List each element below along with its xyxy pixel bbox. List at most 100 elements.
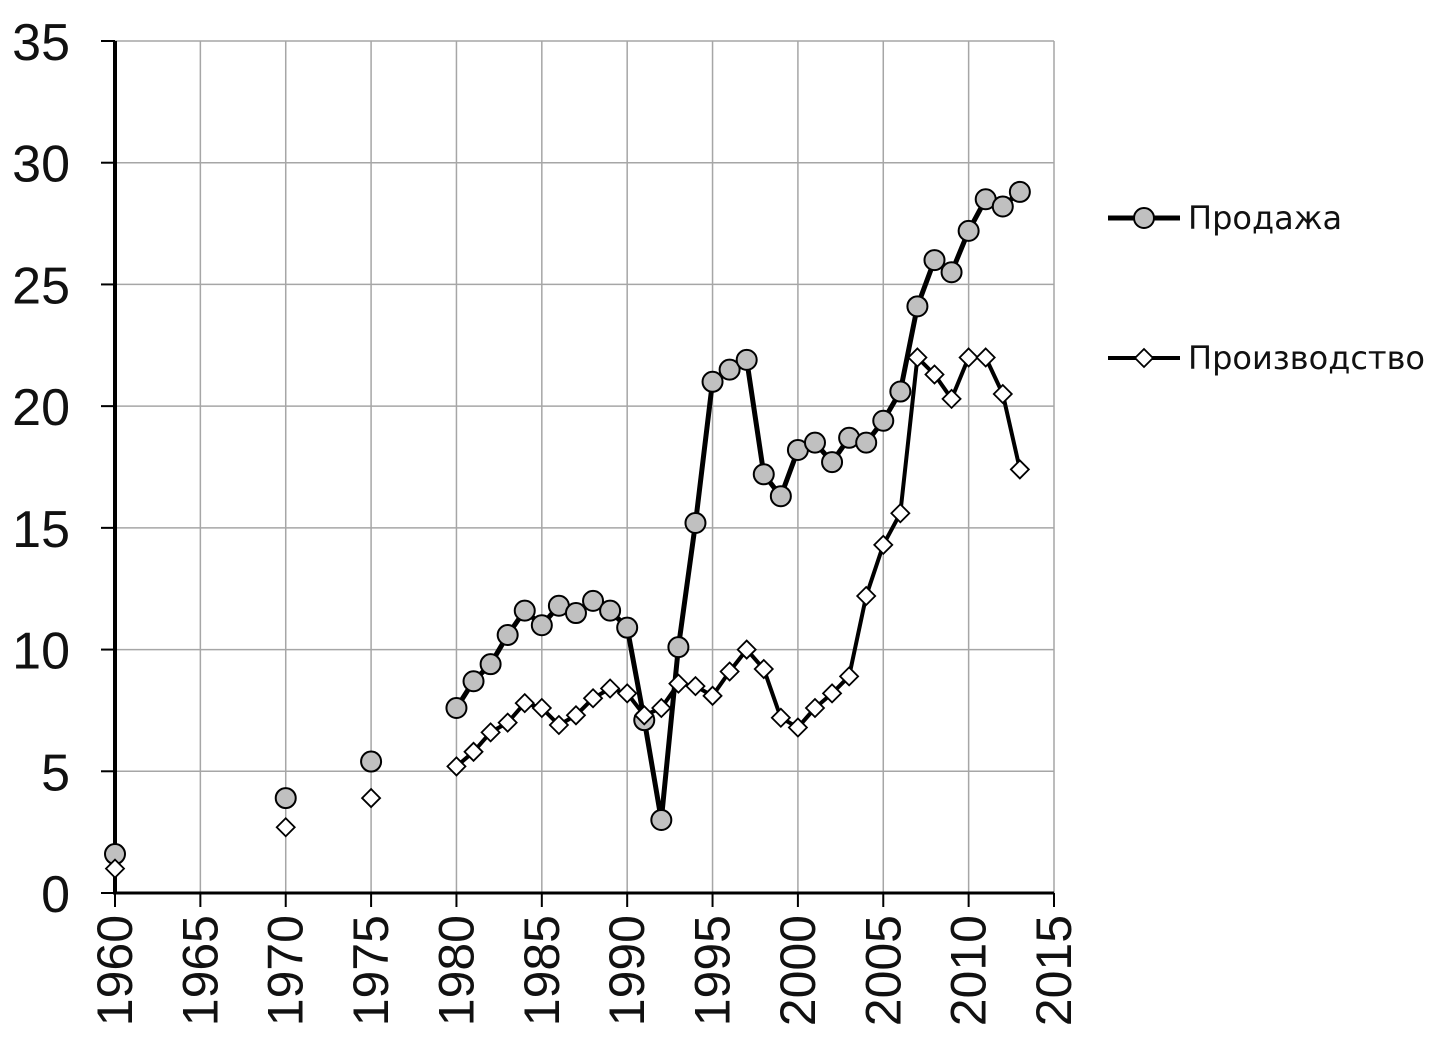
series-1-point-1984 <box>513 599 536 622</box>
legend-label-2: Производство <box>1188 339 1425 377</box>
series-1-point-1983 <box>496 623 519 646</box>
axes <box>101 40 1055 907</box>
series-1-point-1999 <box>769 485 792 508</box>
series-2-point-1986 <box>548 714 570 736</box>
series-2-point-1980 <box>446 756 467 777</box>
series-2-point-1990 <box>616 683 638 704</box>
series-2-point-2006 <box>890 502 911 524</box>
series-1 <box>104 180 1031 866</box>
series-1-point-1970 <box>274 787 297 810</box>
x-tick-label-2005: 2005 <box>855 915 911 1026</box>
series-1-point-1980 <box>445 696 468 719</box>
series-1-point-1993 <box>667 636 690 659</box>
series-2-point-2009 <box>941 388 962 410</box>
series-2-point-1984 <box>514 692 536 714</box>
series-2-line-4 <box>455 355 1022 768</box>
y-tick-label-5: 5 <box>41 744 70 802</box>
y-tick-label-0: 0 <box>41 866 70 924</box>
grid <box>115 40 1055 893</box>
series-2-point-2013 <box>1009 459 1031 480</box>
series-2-point-2000 <box>787 717 809 738</box>
y-tick-label-30: 30 <box>12 136 70 194</box>
series-1-point-1988 <box>582 589 605 612</box>
x-tick-label-1985: 1985 <box>514 915 570 1026</box>
series-1-point-1985 <box>530 614 553 637</box>
series-2-point-1994 <box>685 675 706 697</box>
series-1-point-1996 <box>718 358 741 381</box>
series-1-point-1994 <box>684 511 707 534</box>
series-2-point-2008 <box>924 364 945 385</box>
series-2-point-1998 <box>753 658 775 680</box>
series-1-point-2009 <box>940 261 963 284</box>
y-tick-label-15: 15 <box>12 501 70 559</box>
series-2-point-1982 <box>480 722 501 743</box>
x-tick-label-1980: 1980 <box>428 915 484 1026</box>
y-tick-label-35: 35 <box>12 14 70 72</box>
series-1-point-1998 <box>752 463 775 486</box>
x-tick-label-1960: 1960 <box>87 915 143 1026</box>
series-2-point-1985 <box>531 697 553 719</box>
series-2-point-1996 <box>719 661 740 682</box>
series-1-point-2002 <box>821 451 844 474</box>
legend-marker-2 <box>1133 347 1155 369</box>
series-2-point-1988 <box>582 687 604 709</box>
x-tick-label-1970: 1970 <box>258 915 314 1026</box>
x-axis-tick-labels: 1960 1965 1970 1975 1980 1985 1990 1995 2000 2005… <box>87 915 1082 1026</box>
legend-marker-1 <box>1133 207 1155 229</box>
series-layer <box>104 180 1031 879</box>
y-axis-tick-labels: 0 5 10 15 20 25 30 35 <box>12 14 70 924</box>
series-2-point-1989 <box>599 678 621 699</box>
x-tick-label-1990: 1990 <box>599 915 655 1026</box>
series-2-point-1970 <box>275 817 297 838</box>
series-2-point-1987 <box>565 705 587 726</box>
series-1-point-1982 <box>479 653 502 676</box>
series-2-point-1997 <box>736 639 757 660</box>
y-tick-label-25: 25 <box>12 257 70 315</box>
series-2-point-1981 <box>463 741 484 763</box>
y-tick-label-10: 10 <box>12 623 70 681</box>
series-2-point-2004 <box>855 585 877 607</box>
series-2-point-1975 <box>360 787 382 809</box>
x-tick-label-2015: 2015 <box>1026 915 1082 1026</box>
series-2-point-2007 <box>907 347 928 368</box>
legend-entry-1: Продажа <box>1108 199 1342 237</box>
series-2-point-2012 <box>992 383 1014 405</box>
series-1-point-1992 <box>650 808 673 831</box>
series-2-point-1992 <box>651 697 672 719</box>
series-1-point-2006 <box>889 380 912 403</box>
x-tick-label-2010: 2010 <box>941 915 997 1026</box>
series-2-point-2011 <box>975 347 996 368</box>
series-1-point-2008 <box>923 249 946 272</box>
series-1-point-1981 <box>462 670 485 693</box>
series-1-point-1990 <box>616 616 639 639</box>
legend-entry-2: Производство <box>1108 339 1425 377</box>
series-2 <box>104 347 1031 879</box>
series-2-point-1991 <box>633 705 655 726</box>
series-2-point-1983 <box>497 712 518 733</box>
series-1-point-1995 <box>701 370 724 393</box>
series-1-point-2001 <box>803 431 826 454</box>
series-1-line-4 <box>454 189 1022 823</box>
x-tick-label-1975: 1975 <box>343 915 399 1026</box>
x-tick-label-1965: 1965 <box>172 915 228 1026</box>
series-2-point-2010 <box>958 347 979 368</box>
legend: Продажа Производство <box>1108 199 1425 377</box>
x-tick-label-2000: 2000 <box>770 915 826 1026</box>
series-1-point-1987 <box>564 602 587 625</box>
series-2-point-1993 <box>668 673 689 694</box>
series-1-point-2005 <box>872 409 895 432</box>
series-1-point-2004 <box>855 431 878 454</box>
series-2-point-1960 <box>104 858 126 879</box>
y-tick-label-20: 20 <box>12 379 70 437</box>
series-2-point-2003 <box>838 666 860 687</box>
series-2-point-1999 <box>770 707 792 729</box>
legend-label-1: Продажа <box>1188 199 1342 237</box>
series-2-point-2005 <box>872 534 894 556</box>
series-1-point-2013 <box>1008 180 1031 203</box>
series-1-point-1989 <box>599 599 622 622</box>
series-2-point-2002 <box>821 683 843 704</box>
series-2-point-1995 <box>702 685 723 707</box>
series-1-point-2007 <box>906 295 929 318</box>
series-1-point-1997 <box>735 348 758 371</box>
